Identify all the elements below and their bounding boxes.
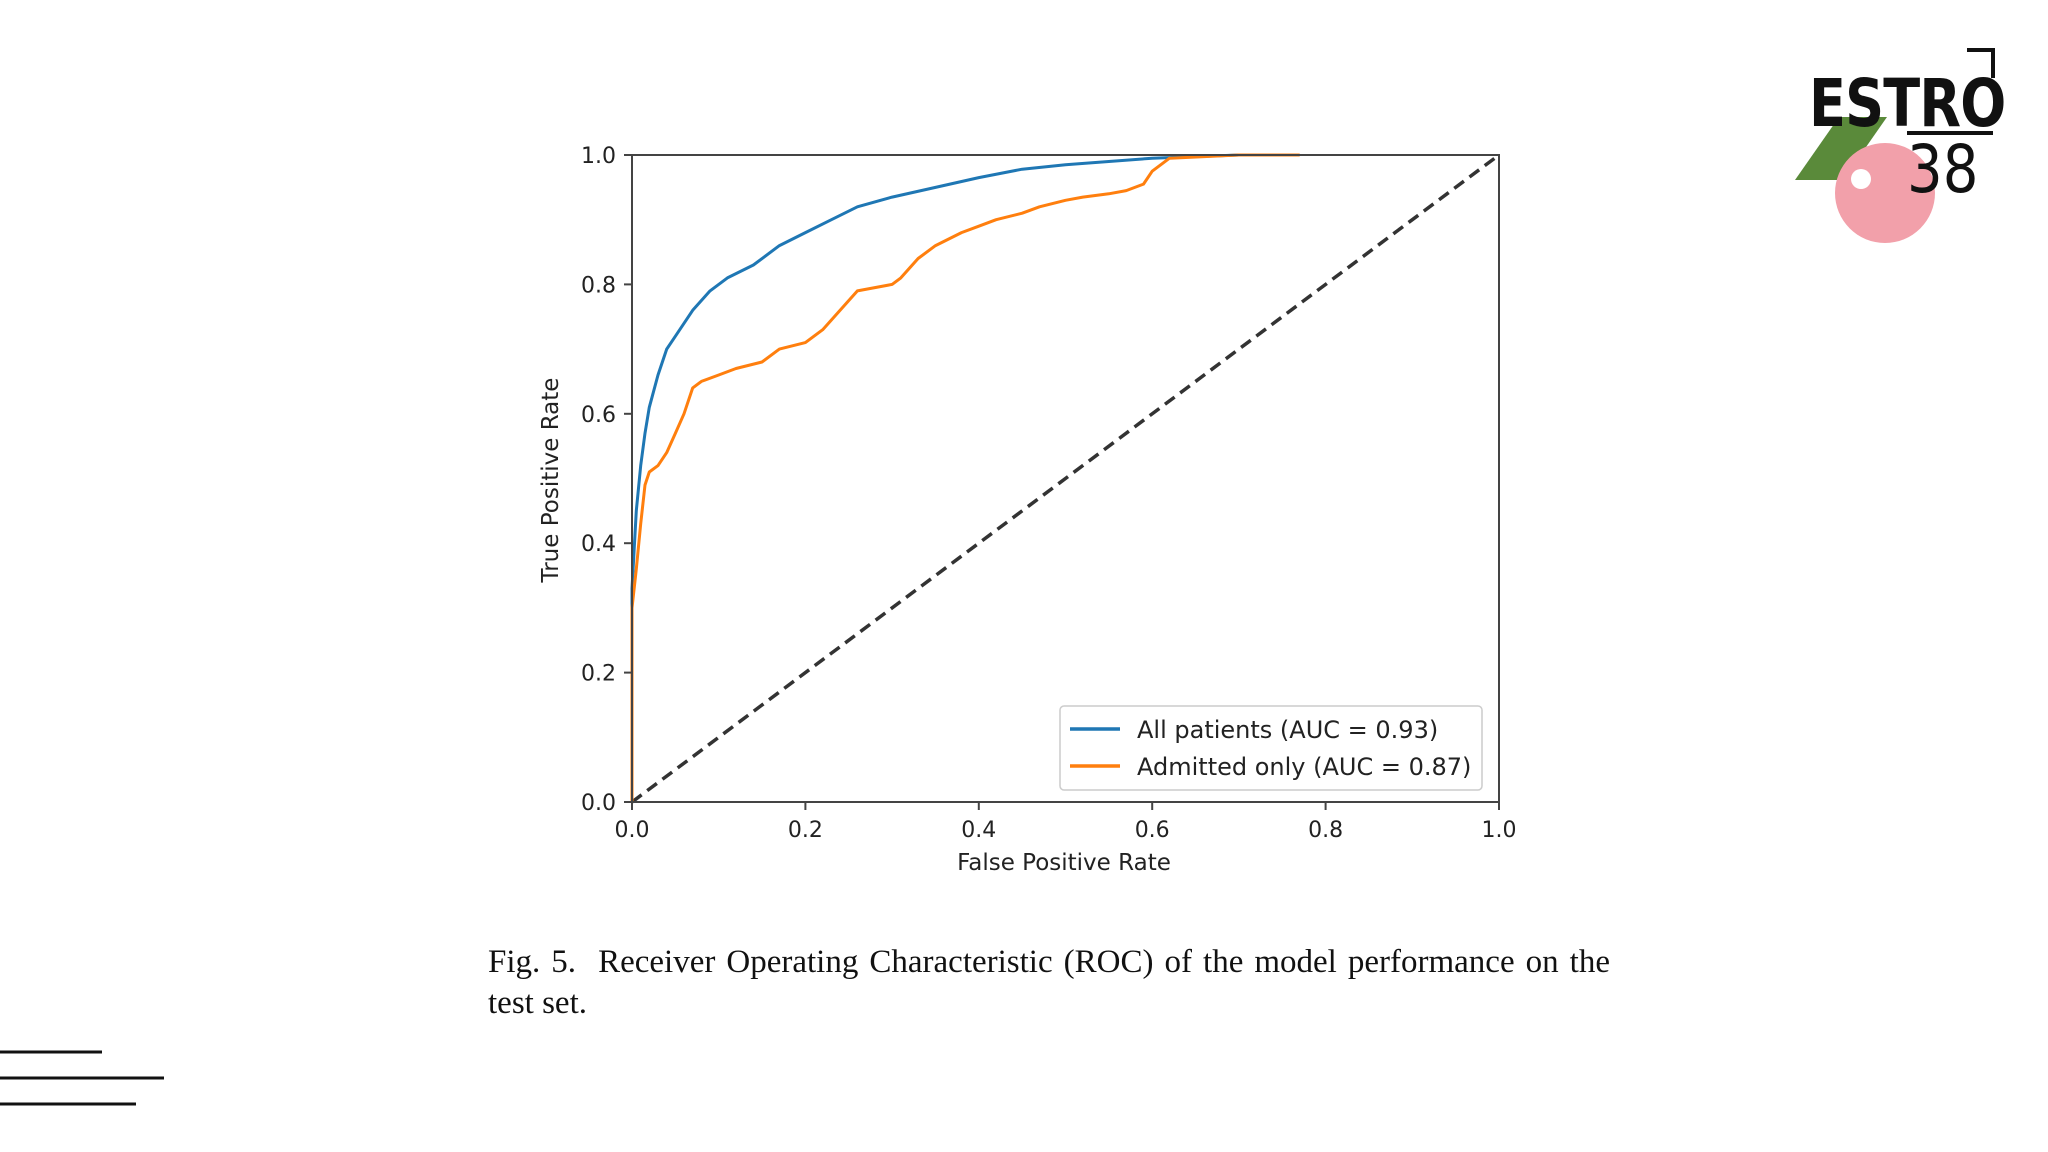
estro-logo: ESTRO 38 [1795,45,2006,250]
y-tick-label: 1.0 [581,144,616,169]
plot-frame [631,154,1500,803]
y-tick-label: 0.8 [581,273,616,298]
y-tick-label: 0.6 [581,403,616,428]
x-tick-label: 0.8 [1308,818,1343,843]
legend-label-all-patients: All patients (AUC = 0.93) [1137,716,1438,744]
legend: All patients (AUC = 0.93) Admitted only … [1059,705,1483,791]
y-tick-label: 0.0 [581,791,616,816]
caption-line-2: on the test set. [488,944,1610,1021]
x-tick-label: 0.4 [961,818,996,843]
plot-area [630,153,1501,804]
logo-white-dot [1851,169,1871,189]
legend-box [1059,705,1483,791]
logo-word: ESTRO [1809,65,2006,142]
x-tick-label: 0.0 [615,818,650,843]
figure-caption: Fig. 5. Receiver Operating Characteristi… [488,942,1610,1024]
x-tick-label: 0.2 [788,818,823,843]
logo-shapes [1795,117,1935,243]
roc-admitted-only-line [630,153,1300,802]
y-axis: 0.0 0.2 0.4 0.6 0.8 1.0 [581,144,632,816]
chance-diagonal-line [630,153,1501,804]
y-tick-label: 0.2 [581,662,616,687]
logo-number: 38 [1907,131,1979,208]
logo-green-shape [1795,117,1887,180]
roc-all-patients-line [630,153,1300,802]
decorative-lines [0,1050,164,1106]
y-axis-label: True Positive Rate [538,378,564,584]
caption-line-1: Fig. 5. Receiver Operating Characteristi… [488,944,1515,980]
x-axis: 0.0 0.2 0.4 0.6 0.8 1.0 [615,802,1517,843]
logo-corner-mark [1967,48,1995,78]
logo-pink-circle [1835,143,1935,243]
y-tick-label: 0.4 [581,532,616,557]
x-tick-label: 1.0 [1482,818,1517,843]
logo-divider [1907,131,1993,135]
x-tick-label: 0.6 [1135,818,1170,843]
x-axis-label: False Positive Rate [957,850,1171,876]
legend-label-admitted-only: Admitted only (AUC = 0.87) [1137,753,1471,781]
